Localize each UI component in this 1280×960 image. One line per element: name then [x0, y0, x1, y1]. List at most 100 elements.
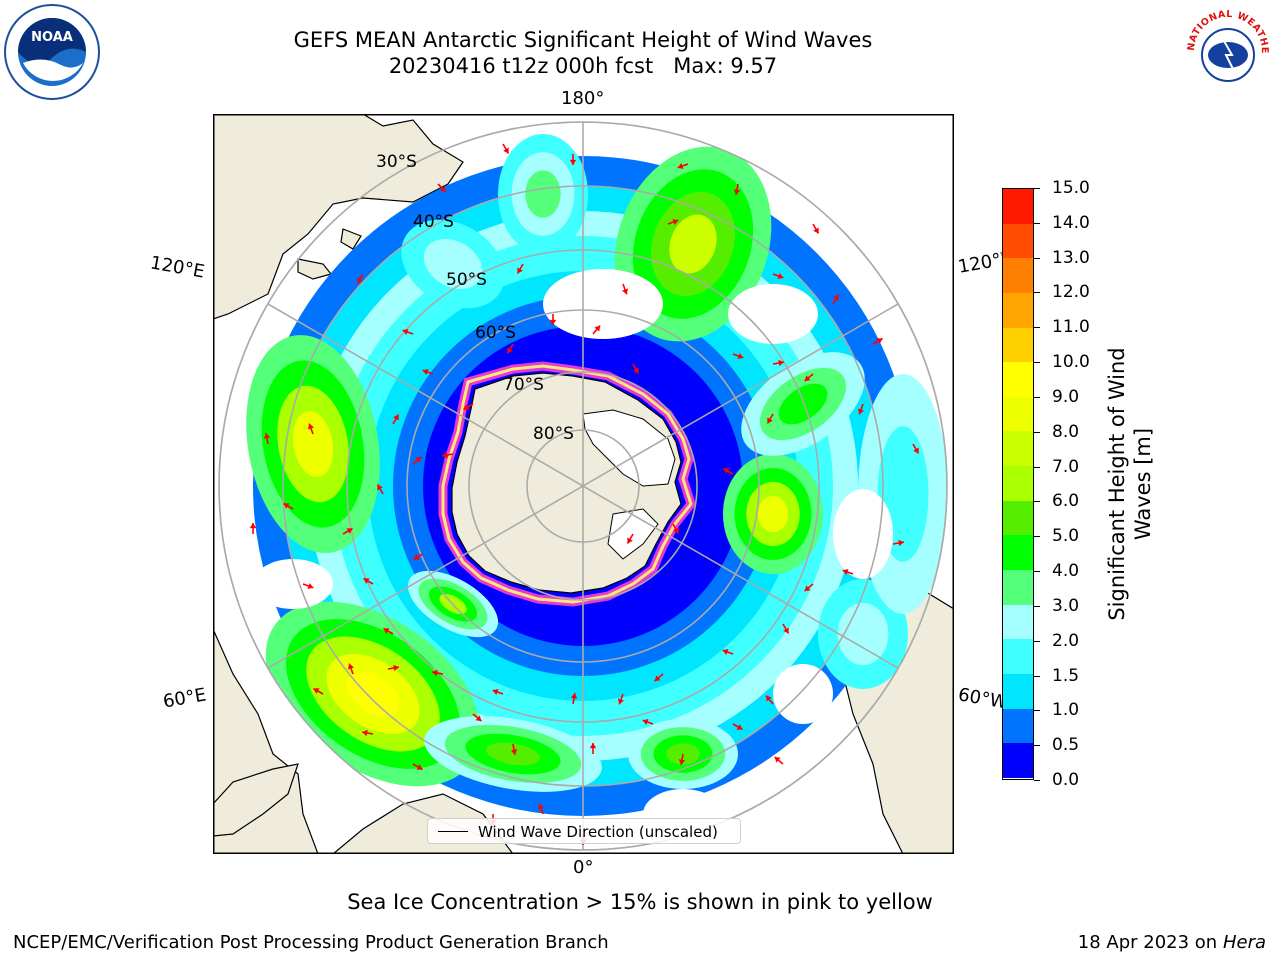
colorbar-tick-label: 0.0	[1052, 770, 1080, 790]
svg-text:NOAA: NOAA	[31, 30, 73, 45]
wind-arrow-head	[503, 147, 509, 154]
legend-label: Wind Wave Direction (unscaled)	[478, 823, 718, 841]
colorbar-band	[1003, 639, 1033, 674]
colorbar-tick-label: 6.0	[1052, 491, 1080, 512]
wind-arrow-head	[913, 447, 919, 454]
colorbar-label: Significant Height of Wind Waves [m]	[1104, 284, 1156, 684]
colorbar-tick	[1034, 431, 1040, 433]
colorbar-tick	[1034, 501, 1040, 503]
wind-arrow-head	[678, 759, 686, 765]
colorbar-band	[1003, 431, 1033, 467]
wind-arrow-head	[377, 484, 383, 491]
polar-map	[213, 114, 954, 854]
wave-contour	[486, 742, 540, 766]
title-line-2: 20230416 t12z 000h fcst Max: 9.57	[388, 54, 778, 78]
wind-arrow-head	[857, 408, 864, 415]
colorbar-tick-label: 15.0	[1052, 178, 1090, 198]
colorbar-tick	[1034, 292, 1040, 294]
lat-label-80s: 80°S	[533, 424, 574, 444]
wind-arrow-head	[277, 724, 283, 731]
colorbar-band	[1003, 258, 1033, 293]
wind-arrow-head	[737, 353, 744, 360]
antarctica	[438, 361, 697, 607]
colorbar-tick	[1034, 396, 1040, 398]
colorbar-tick-label: 13.0	[1052, 247, 1090, 268]
wave-contour	[837, 602, 889, 666]
colorbar-tick-label: 14.0	[1052, 212, 1090, 233]
colorbar-band	[1003, 189, 1033, 224]
calm-area	[253, 559, 333, 609]
colorbar-tick-label: 7.0	[1052, 456, 1080, 477]
colorbar-tick-label: 11.0	[1052, 317, 1090, 338]
wind-arrow-head	[402, 328, 409, 335]
wind-arrow-head	[307, 583, 314, 590]
wave-contour	[423, 239, 483, 289]
wind-arrow-head	[475, 715, 482, 722]
chart-title: GEFS MEAN Antarctic Significant Height o…	[0, 27, 1166, 79]
colorbar-tick-label: 3.0	[1052, 595, 1080, 616]
wind-arrow-shaft	[276, 724, 284, 735]
wave-contour	[525, 170, 561, 218]
footer-host: Hera	[1222, 932, 1266, 953]
graticule	[219, 122, 947, 850]
wave-contour	[292, 411, 334, 477]
wave-contour	[778, 383, 828, 425]
legend-line-swatch	[438, 831, 468, 832]
colorbar	[1002, 188, 1034, 780]
colorbar-tick	[1034, 675, 1040, 677]
colorbar-tick	[1034, 222, 1040, 224]
colorbar-tick	[1034, 188, 1040, 189]
calm-area	[833, 489, 893, 579]
colorbar-tick-label: 1.0	[1052, 700, 1080, 721]
sea-ice-note: Sea Ice Concentration > 15% is shown in …	[347, 890, 933, 914]
wind-arrow-head	[804, 585, 811, 592]
footer-date-text: 18 Apr 2023 on	[1077, 932, 1223, 953]
colorbar-tick-label: 2.0	[1052, 630, 1080, 651]
wind-arrow-head	[507, 347, 513, 354]
colorbar-band	[1003, 673, 1033, 709]
colorbar-tick-label: 5.0	[1052, 526, 1080, 547]
wind-arrow-head	[463, 404, 470, 410]
colorbar-band	[1003, 292, 1033, 328]
colorbar-tick	[1034, 362, 1040, 364]
wind-arrow-head	[898, 539, 904, 547]
colorbar-tick	[1034, 605, 1040, 607]
colorbar-tick	[1034, 640, 1040, 642]
wind-arrow-head	[774, 756, 781, 763]
colorbar-band	[1003, 535, 1033, 571]
wind-arrow-head	[439, 185, 446, 192]
colorbar-band	[1003, 570, 1033, 605]
wind-arrow-head	[783, 627, 789, 634]
wind-arrow-head	[672, 218, 679, 225]
wind-arrow-head	[416, 764, 423, 770]
colorbar-tick	[1034, 745, 1040, 747]
title-line-1: GEFS MEAN Antarctic Significant Height o…	[293, 28, 873, 52]
wind-arrow-head	[537, 803, 544, 810]
lat-label-30s: 30°S	[376, 152, 417, 172]
wind-arrow-head	[263, 433, 271, 439]
lat-label-40s: 40°S	[413, 212, 454, 232]
lon-label-120w: 120°W	[956, 249, 1005, 278]
colorbar-band	[1003, 396, 1033, 432]
colorbar-tick	[1034, 466, 1040, 468]
wind-arrow-head	[733, 189, 741, 195]
wind-arrow-head	[346, 528, 353, 534]
wind-arrow-head	[442, 451, 448, 459]
lon-label-0: 0°	[573, 857, 594, 878]
colorbar-tick-label: 8.0	[1052, 421, 1080, 442]
wind-arrow-head	[842, 568, 849, 575]
colorbar-band	[1003, 223, 1033, 259]
wind-arrow-head	[517, 267, 523, 274]
wind-arrow-head	[422, 368, 429, 375]
wind-arrow-head	[307, 423, 314, 430]
wind-arrow-head	[723, 468, 730, 474]
colorbar-tick	[1034, 710, 1040, 712]
wind-arrow-head	[249, 523, 257, 529]
colorbar-label-line-1: Significant Height of Wind	[1105, 347, 1129, 621]
wind-arrow-head	[765, 695, 772, 702]
wind-arrow-head	[617, 698, 624, 705]
colorbar-tick	[1034, 327, 1040, 329]
colorbar-tick-label: 1.5	[1052, 665, 1080, 686]
wind-arrow-head	[363, 578, 370, 584]
wind-arrow-head	[322, 803, 329, 810]
